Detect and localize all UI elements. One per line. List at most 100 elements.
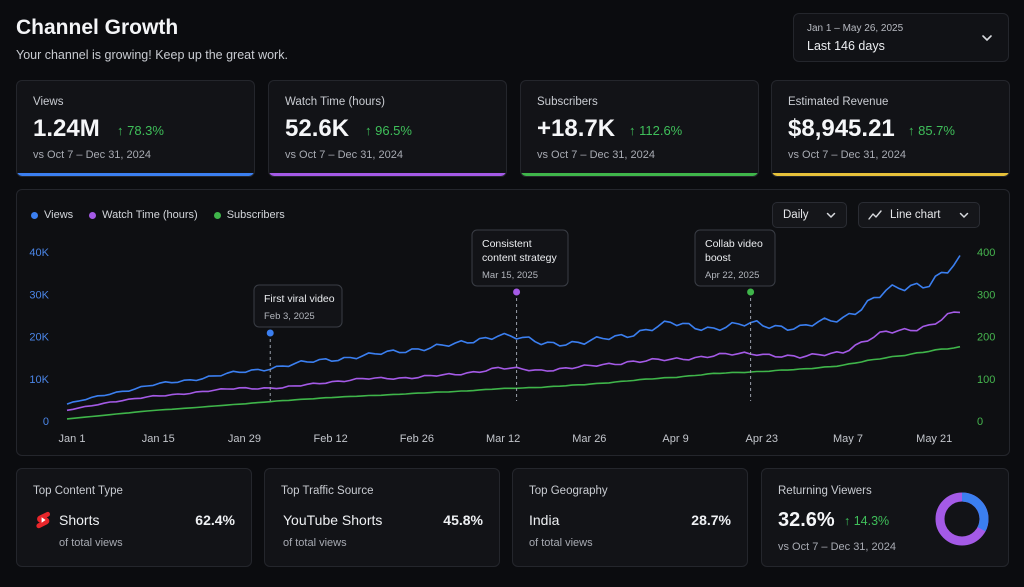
returning-compare: vs Oct 7 – Dec 31, 2024: [778, 541, 897, 553]
kpi-label: Views: [33, 96, 64, 108]
y-right-tick-label: 300: [977, 289, 995, 301]
annotation-date: Apr 22, 2025: [705, 270, 759, 281]
card-percent: 62.4%: [195, 512, 235, 528]
chart-legend: Views Watch Time (hours) Subscribers: [31, 209, 285, 221]
annotation-date: Feb 3, 2025: [264, 311, 315, 322]
kpi-label: Estimated Revenue: [788, 96, 889, 108]
legend-item-views[interactable]: Views: [31, 209, 73, 221]
returning-change: ↑ 14.3%: [844, 514, 890, 528]
annotation-dot: [266, 329, 274, 337]
x-tick-label: Mar 12: [486, 433, 520, 445]
chart-type-value: Line chart: [890, 209, 941, 221]
kpi-compare: vs Oct 7 – Dec 31, 2024: [33, 149, 152, 161]
kpi-label: Watch Time (hours): [285, 96, 385, 108]
annotation-tooltip: [471, 229, 569, 287]
date-range-value: Last 146 days: [807, 39, 885, 53]
x-tick-label: Jan 15: [142, 433, 175, 445]
y-left-tick-label: 20K: [29, 332, 49, 344]
page-subtitle: Your channel is growing! Keep up the gre…: [16, 48, 288, 62]
chevron-down-icon: [959, 212, 969, 219]
kpi-value: +18.7K: [537, 115, 616, 142]
annotation-title: Consistent: [482, 238, 532, 250]
growth-chart: 0 10K 20K 30K 40K 0 100 200 300 400 Jan 1 Jan 15 Jan…: [29, 229, 995, 445]
top-geography-card: Top Geography India 28.7% of total views: [512, 468, 748, 567]
annotation-title: content strategy: [482, 252, 557, 264]
annotation-title: Collab video: [705, 238, 763, 250]
legend-item-subscribers[interactable]: Subscribers: [213, 209, 285, 221]
kpi-value: $8,945.21: [788, 115, 895, 142]
y-left-tick-label: 30K: [29, 289, 49, 301]
series-line-subscribers: [66, 345, 961, 420]
card-label: Top Content Type: [33, 485, 123, 497]
shorts-icon: [36, 511, 51, 529]
date-range-picker[interactable]: Jan 1 – May 26, 2025 Last 146 days: [793, 13, 1009, 62]
kpi-accent-bar: [269, 173, 506, 176]
card-item: Shorts: [59, 512, 100, 528]
card-label: Top Geography: [529, 485, 608, 497]
kpi-compare: vs Oct 7 – Dec 31, 2024: [537, 149, 656, 161]
legend-label: Subscribers: [226, 209, 285, 221]
legend-label: Views: [44, 209, 74, 221]
legend-label: Watch Time (hours): [102, 209, 198, 221]
y-left-tick-label: 0: [43, 416, 49, 428]
annotation-date: Mar 15, 2025: [482, 270, 538, 281]
card-subtext: of total views: [283, 537, 347, 549]
kpi-accent-bar: [772, 173, 1009, 176]
returning-donut: [935, 492, 989, 546]
series-line-watch-time-hours: [66, 311, 961, 412]
card-percent: 45.8%: [443, 512, 483, 528]
card-item: India: [529, 512, 560, 528]
kpi-change: ↑ 112.6%: [629, 123, 683, 138]
chart-type-select[interactable]: Line chart: [858, 202, 980, 228]
x-tick-label: May 7: [833, 433, 863, 445]
card-label: Returning Viewers: [778, 485, 872, 497]
y-right-tick-label: 0: [977, 416, 983, 428]
card-subtext: of total views: [59, 537, 123, 549]
y-left-tick-label: 10K: [29, 374, 49, 386]
donut-returning-segment: [935, 492, 989, 546]
kpi-compare: vs Oct 7 – Dec 31, 2024: [788, 149, 907, 161]
kpi-card-subscribers: Subscribers +18.7K ↑ 112.6% vs Oct 7 – D…: [520, 80, 759, 177]
x-tick-label: Mar 26: [572, 433, 606, 445]
y-right-tick-label: 200: [977, 332, 995, 344]
kpi-card-views: Views 1.24M ↑ 78.3% vs Oct 7 – Dec 31, 2…: [16, 80, 255, 177]
x-tick-label: May 21: [916, 433, 952, 445]
kpi-compare: vs Oct 7 – Dec 31, 2024: [285, 149, 404, 161]
annotation-dot: [513, 288, 521, 296]
kpi-card-revenue: Estimated Revenue $8,945.21 ↑ 85.7% vs O…: [771, 80, 1010, 177]
kpi-change: ↑ 96.5%: [365, 123, 412, 138]
kpi-change: ↑ 78.3%: [117, 123, 164, 138]
kpi-accent-bar: [17, 173, 254, 176]
chevron-down-icon: [982, 35, 992, 42]
legend-dot: [31, 211, 38, 219]
x-tick-label: Apr 23: [746, 433, 778, 445]
legend-dot: [213, 211, 221, 219]
returning-viewers-card: Returning Viewers 32.6% ↑ 14.3% vs Oct 7…: [761, 468, 1009, 567]
x-tick-label: Jan 1: [59, 433, 86, 445]
kpi-card-watch-time: Watch Time (hours) 52.6K ↑ 96.5% vs Oct …: [268, 80, 507, 177]
granularity-value: Daily: [783, 209, 809, 221]
chevron-down-icon: [826, 212, 836, 219]
x-tick-label: Jan 29: [228, 433, 261, 445]
x-tick-label: Feb 12: [314, 433, 348, 445]
card-item: YouTube Shorts: [283, 512, 383, 528]
annotation-title: First viral video: [264, 293, 335, 305]
growth-chart-panel: 0 10K 20K 30K 40K 0 100 200 300 400 Jan 1 Jan 15 Jan…: [16, 189, 1010, 456]
granularity-select[interactable]: Daily: [772, 202, 847, 228]
kpi-change: ↑ 85.7%: [908, 123, 955, 138]
annotation-title: boost: [705, 252, 731, 264]
x-tick-label: Apr 9: [662, 433, 688, 445]
card-subtext: of total views: [529, 537, 593, 549]
x-tick-label: Feb 26: [400, 433, 434, 445]
series-line-views: [66, 255, 961, 405]
kpi-value: 52.6K: [285, 115, 350, 142]
legend-item-watch-time[interactable]: Watch Time (hours): [89, 209, 198, 221]
date-range-label: Jan 1 – May 26, 2025: [807, 23, 904, 34]
annotation-tooltip: [253, 284, 343, 328]
y-left-tick-label: 40K: [29, 247, 49, 259]
kpi-label: Subscribers: [537, 96, 598, 108]
kpi-accent-bar: [521, 173, 758, 176]
top-traffic-source-card: Top Traffic Source YouTube Shorts 45.8% …: [264, 468, 500, 567]
line-chart-icon: [868, 210, 882, 220]
returning-value: 32.6%: [778, 509, 835, 531]
